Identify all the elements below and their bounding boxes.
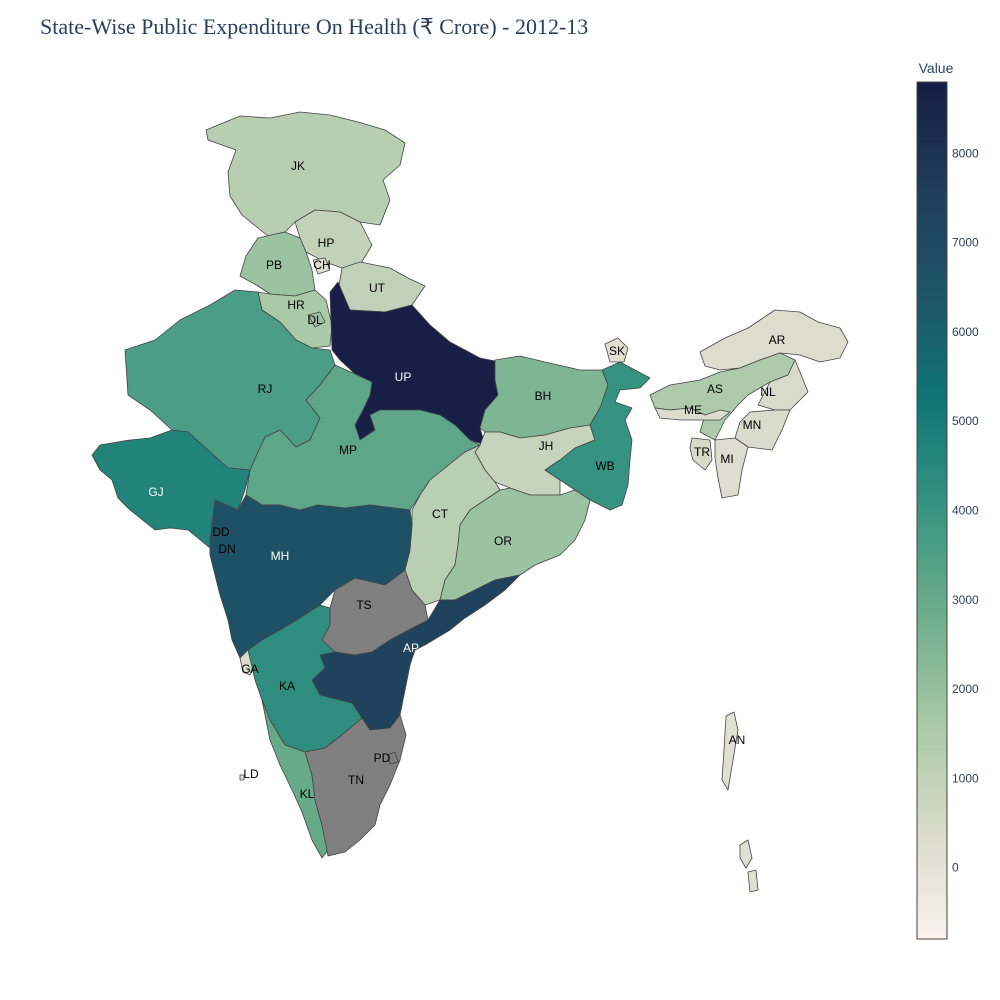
colorbar-tick-label: 5000: [952, 414, 979, 428]
region-an[interactable]: [721, 711, 759, 893]
region-label-me: ME: [684, 403, 702, 417]
region-label-ch: CH: [313, 258, 330, 272]
region-label-ka: KA: [279, 679, 295, 693]
region-label-pb: PB: [266, 258, 282, 272]
region-label-as: AS: [707, 382, 723, 396]
region-label-jk: JK: [291, 159, 305, 173]
region-mi[interactable]: [714, 437, 749, 499]
region-ld[interactable]: [239, 774, 245, 781]
region-dl[interactable]: [307, 311, 326, 328]
region-label-hr: HR: [287, 298, 305, 312]
region-label-mh: MH: [271, 549, 290, 563]
region-label-tn: TN: [348, 773, 364, 787]
colorbar-tick-label: 1000: [952, 771, 979, 785]
region-label-rj: RJ: [258, 382, 273, 396]
region-label-kl: KL: [300, 787, 315, 801]
region-ar[interactable]: [699, 309, 849, 371]
region-label-ar: AR: [769, 333, 786, 347]
colorbar-tick-label: 3000: [952, 593, 979, 607]
region-label-tr: TR: [694, 445, 710, 459]
colorbar-tick-label: 4000: [952, 504, 979, 518]
region-pd[interactable]: [387, 751, 399, 765]
colorbar-tick-label: 7000: [952, 236, 979, 250]
region-label-mi: MI: [720, 452, 733, 466]
colorbar-tick-label: 2000: [952, 682, 979, 696]
region-label-ga: GA: [241, 662, 258, 676]
region-label-jh: JH: [539, 439, 554, 453]
regions-layer: [91, 111, 849, 893]
region-sk[interactable]: [604, 337, 629, 363]
region-tr[interactable]: [689, 437, 713, 471]
colorbar-tick-label: 6000: [952, 325, 979, 339]
colorbar-gradient: [916, 81, 948, 940]
region-label-gj: GJ: [148, 485, 163, 499]
region-wb[interactable]: [544, 361, 651, 511]
colorbar-tick-label: 8000: [952, 146, 979, 160]
region-nl[interactable]: [757, 359, 809, 411]
region-or[interactable]: [439, 487, 591, 601]
region-label-ct: CT: [432, 507, 449, 521]
page-title: State-Wise Public Expenditure On Health …: [40, 14, 589, 39]
region-tn[interactable]: [304, 714, 407, 857]
region-label-nl: NL: [760, 385, 776, 399]
region-label-sk: SK: [609, 344, 625, 358]
region-ch[interactable]: [312, 257, 331, 275]
region-label-dd: DD: [212, 525, 230, 539]
region-label-an: AN: [729, 733, 746, 747]
colorbar-ticks: 0 1000 2000 3000 4000 5000 6000 7000 8000: [952, 146, 979, 874]
region-label-bh: BH: [535, 389, 552, 403]
region-me[interactable]: [654, 407, 731, 421]
region-label-or: OR: [494, 534, 512, 548]
region-label-pd: PD: [374, 751, 391, 765]
region-mn[interactable]: [734, 409, 791, 451]
colorbar-title: Value: [919, 60, 954, 76]
colorbar-tick-label: 0: [952, 861, 959, 875]
region-label-mp: MP: [339, 443, 357, 457]
region-label-up: UP: [395, 370, 412, 384]
region-label-dl: DL: [307, 313, 323, 327]
region-label-mn: MN: [743, 418, 762, 432]
region-label-wb: WB: [595, 459, 614, 473]
region-label-hp: HP: [318, 236, 335, 250]
region-label-ts: TS: [356, 598, 371, 612]
region-label-ut: UT: [369, 281, 386, 295]
region-label-ld: LD: [243, 767, 259, 781]
region-label-ap: AP: [403, 641, 419, 655]
colorbar: Value 0 1000 2000 3000 4000 5000 6000 7000 8000: [916, 60, 979, 940]
region-label-dn: DN: [218, 542, 235, 556]
